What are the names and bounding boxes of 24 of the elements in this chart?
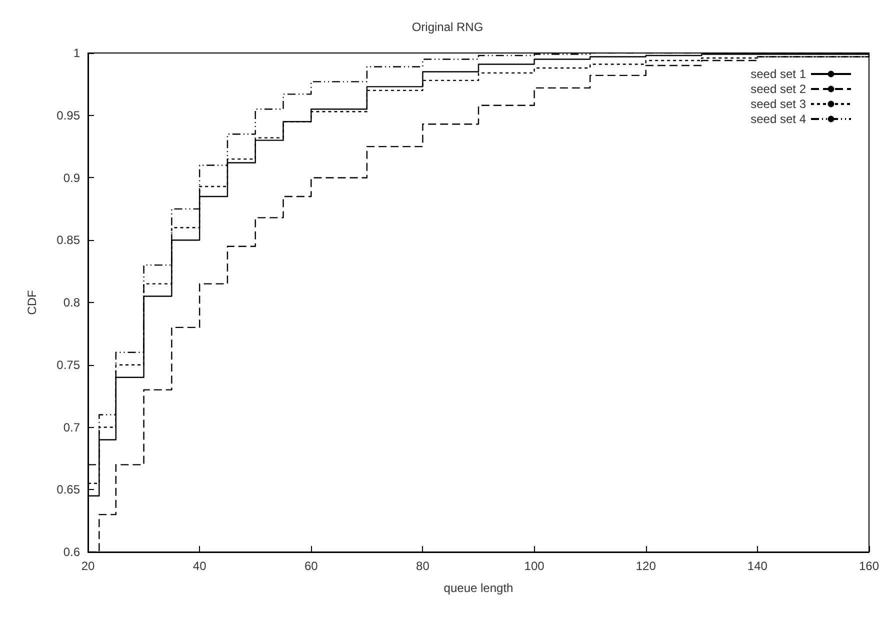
y-tick-label: 0.6 [63,545,80,559]
legend-label: seed set 4 [750,112,806,126]
legend-label: seed set 1 [750,67,806,81]
y-tick-label: 0.7 [63,420,80,434]
x-tick-label: 20 [81,559,95,573]
x-tick-label: 140 [747,559,768,573]
x-tick-label: 60 [304,559,318,573]
y-tick-label: 0.65 [56,482,80,497]
x-axis-title: queue length [444,581,514,595]
y-tick-label: 0.95 [56,108,80,122]
legend-label: seed set 2 [750,82,806,96]
x-tick-label: 80 [416,559,430,573]
x-tick-label: 40 [192,559,207,573]
y-tick-label: 0.9 [63,170,80,185]
y-tick-label: 0.85 [56,233,80,248]
x-tick-label: 100 [524,559,545,573]
y-axis-title: CDF [25,290,39,315]
legend-label: seed set 3 [750,97,806,111]
y-tick-label: 1 [73,46,80,60]
chart-title: Original RNG [412,20,484,34]
x-tick-label: 120 [636,559,656,573]
y-tick-label: 0.8 [63,296,80,310]
x-tick-label: 160 [858,559,880,573]
y-tick-label: 0.75 [56,358,80,372]
